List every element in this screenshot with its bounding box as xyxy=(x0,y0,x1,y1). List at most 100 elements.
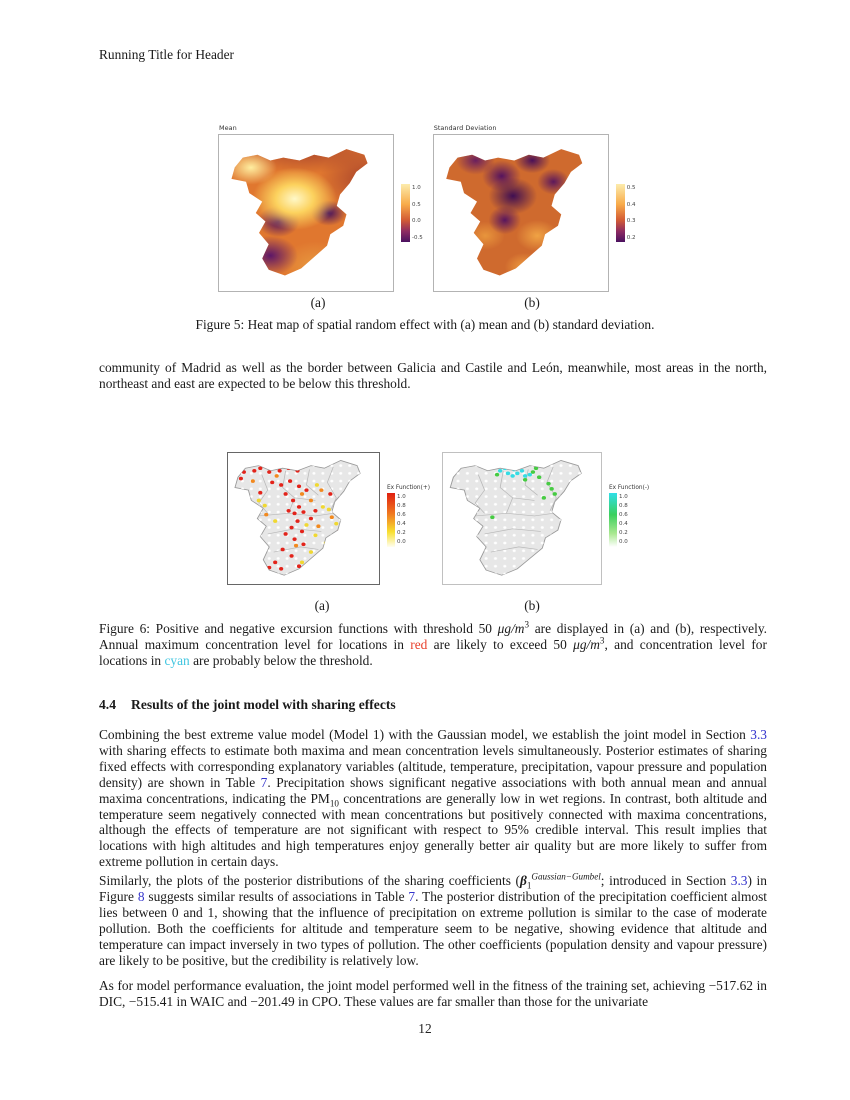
cyan-word: cyan xyxy=(164,652,190,668)
body-text: ; introduced in Section xyxy=(600,873,731,888)
table-ref-link[interactable]: 7 xyxy=(260,774,268,790)
figure6-label-b: (b) xyxy=(524,598,540,613)
excursion-map-positive xyxy=(234,460,361,576)
body-text: suggests similar results of associations… xyxy=(144,888,409,904)
province-borders xyxy=(258,466,337,553)
body-text: . The posterior distribution of the prec… xyxy=(99,888,768,968)
legend-tick: 0.0 xyxy=(412,218,421,225)
colorbar-magma xyxy=(401,184,410,242)
legend-tick: 0.2 xyxy=(618,530,628,537)
spain-heatmap-sd xyxy=(446,149,583,276)
beta-subscript: 1 xyxy=(526,880,532,891)
legend-tick: 1.0 xyxy=(397,493,406,500)
figure5-panel-b-legend: 0.5 0.4 0.3 0.2 xyxy=(615,184,636,242)
legend-tick: -0.5 xyxy=(412,234,423,241)
excursion-map-negative xyxy=(449,460,582,576)
figure6-panel-a-legend: Ex Function(+) 1.0 0.8 0.6 0.4 0.2 0.0 xyxy=(387,485,430,547)
figure5-caption: Figure 5: Heat map of spatial random eff… xyxy=(195,317,655,332)
unit-ugm3: μg/m xyxy=(497,621,525,636)
figure5-panel-a-legend: 1.0 0.5 0.0 -0.5 xyxy=(401,184,423,242)
figure5-label-a: (a) xyxy=(310,295,326,310)
legend-tick: 0.5 xyxy=(412,201,421,208)
paragraph-c: As for model performance evaluation, the… xyxy=(99,978,767,1010)
legend-tick: 0.6 xyxy=(397,511,406,518)
body-text: with sharing effects to estimate both ma… xyxy=(99,742,767,790)
figure6: Ex Function(+) 1.0 0.8 0.6 0.4 0.2 0.0 xyxy=(227,452,649,585)
table-ref-link[interactable]: 7 xyxy=(408,888,416,904)
legend-tick: 0.0 xyxy=(397,539,406,546)
body-text: As for model performance evaluation, the… xyxy=(99,978,709,993)
section-ref-link[interactable]: 3.3 xyxy=(750,727,767,742)
pm10-symbol: PM xyxy=(310,790,330,806)
body-text: . Precipitation shows significant negati… xyxy=(99,774,767,806)
figure5-panel-b-plot xyxy=(432,134,609,292)
caption-text: Figure 6: Positive and negative excursio… xyxy=(99,621,498,636)
superscript-3: 3 xyxy=(599,635,605,646)
figure5-panel-a-plot xyxy=(218,134,394,292)
cpo-value: −201.49 xyxy=(250,993,295,1009)
legend-tick: 0.2 xyxy=(397,530,406,537)
figure6-label-a: (a) xyxy=(314,598,330,613)
legend-tick: 0.4 xyxy=(618,521,628,528)
body-text: in DIC, xyxy=(99,978,767,1009)
paragraph-a: Combining the best extreme value model (… xyxy=(99,727,767,870)
figure5-panel-a-title: Mean xyxy=(219,124,237,132)
body-text: ) in Figure xyxy=(99,873,767,904)
figure6-panel-b-plot xyxy=(441,452,602,585)
legend-tick: 0.5 xyxy=(626,185,636,191)
figure5-panel-b: Standard Deviation 0.5 0.4 0.3 0.2 xyxy=(432,124,636,292)
legend-tick: 0.6 xyxy=(618,511,628,518)
figure5-panel-a: Mean 1.0 0.5 0.0 -0.5 xyxy=(218,124,423,292)
waic-value: −515.41 xyxy=(128,993,174,1009)
legend-tick: 0.4 xyxy=(397,521,406,528)
figure5: Mean 1.0 0.5 0.0 -0.5 Standard Deviation xyxy=(218,124,635,292)
body-text: concentrations are generally low in wet … xyxy=(99,790,767,870)
legend-tick: 0.3 xyxy=(626,218,636,225)
paragraph-b: Similarly, the plots of the posterior di… xyxy=(99,871,768,968)
paragraph-intro: community of Madrid as well as the borde… xyxy=(99,360,767,391)
section-heading: 4.4 Results of the joint model with shari… xyxy=(99,697,396,713)
section-ref-link[interactable]: 3.3 xyxy=(730,873,748,888)
beta-symbol: β xyxy=(519,873,527,888)
body-text: Similarly, the plots of the posterior di… xyxy=(99,873,520,888)
legend-title: Ex Function(-) xyxy=(608,484,650,491)
colorbar-positive xyxy=(387,492,395,547)
running-header: Running Title for Header xyxy=(99,47,235,62)
legend-tick: 0.8 xyxy=(397,502,406,509)
legend-tick: 1.0 xyxy=(618,493,628,500)
colorbar-negative xyxy=(608,492,617,547)
body-text: Combining the best extreme value model (… xyxy=(99,727,751,742)
section-number: 4.4 xyxy=(99,697,116,712)
body-text: in CPO. These values are far smaller tha… xyxy=(294,993,649,1009)
caption-text: , and concentration level for locations … xyxy=(99,636,767,668)
figure6-panel-a-plot xyxy=(227,452,380,585)
figure6-caption: Figure 6: Positive and negative excursio… xyxy=(99,619,768,669)
superscript-3: 3 xyxy=(524,619,530,630)
red-word: red xyxy=(410,636,428,652)
pm10-subscript: 10 xyxy=(329,798,339,809)
legend-tick: 0.4 xyxy=(626,201,636,208)
body-text: in WAIC and xyxy=(173,993,251,1009)
colorbar-magma xyxy=(615,184,625,242)
legend-tick: 1.0 xyxy=(412,185,421,191)
legend-tick: 0.2 xyxy=(626,234,636,241)
section-title: Results of the joint model with sharing … xyxy=(131,697,396,712)
spain-heatmap-mean xyxy=(231,149,368,276)
caption-text: are likely to exceed 50 xyxy=(427,636,574,652)
dic-value: −517.62 xyxy=(708,978,753,993)
legend-tick: 0.8 xyxy=(618,502,628,509)
page-number: 12 xyxy=(418,1021,432,1036)
figure5-panel-b-title: Standard Deviation xyxy=(433,124,497,132)
beta-superscript: Gaussian−Gumbel xyxy=(531,871,601,882)
caption-text: are probably below the threshold. xyxy=(189,652,373,668)
station-grid xyxy=(450,460,582,576)
unit-ugm3: μg/m xyxy=(573,636,600,652)
figure6-panel-b-legend: Ex Function(-) 1.0 0.8 0.6 0.4 0.2 0.0 xyxy=(608,484,650,547)
caption-text: are displayed in (a) and (b), respective… xyxy=(99,621,768,652)
legend-tick: 0.0 xyxy=(618,539,628,546)
legend-title: Ex Function(+) xyxy=(387,484,430,491)
figure-ref-link[interactable]: 8 xyxy=(137,888,145,904)
figure5-label-b: (b) xyxy=(524,295,540,310)
station-grid xyxy=(234,460,361,576)
